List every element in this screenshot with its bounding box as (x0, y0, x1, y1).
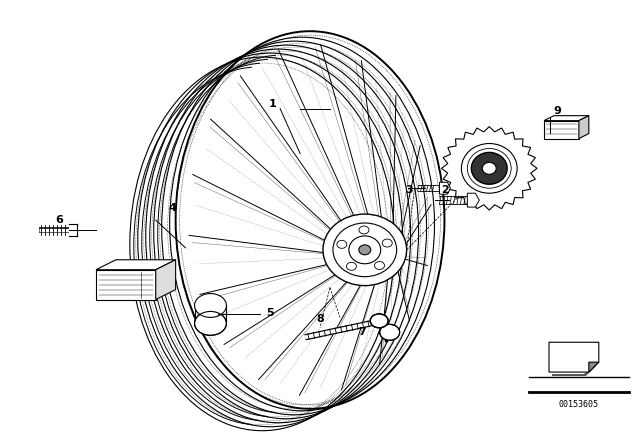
Text: 9: 9 (553, 106, 561, 116)
Polygon shape (96, 270, 156, 300)
Text: 6: 6 (55, 215, 63, 225)
Polygon shape (467, 193, 479, 207)
Polygon shape (544, 116, 589, 121)
Ellipse shape (380, 324, 399, 340)
Text: 4: 4 (169, 203, 177, 213)
Ellipse shape (483, 162, 496, 174)
Polygon shape (442, 127, 537, 210)
Ellipse shape (195, 293, 227, 318)
Ellipse shape (471, 152, 507, 184)
Polygon shape (544, 121, 579, 138)
Polygon shape (96, 260, 175, 270)
Text: 3: 3 (406, 185, 413, 195)
Polygon shape (552, 366, 596, 376)
Text: 5: 5 (266, 308, 274, 319)
Ellipse shape (461, 143, 517, 193)
Ellipse shape (371, 314, 388, 328)
Polygon shape (549, 342, 599, 372)
Text: 1: 1 (268, 99, 276, 109)
Text: 00153605: 00153605 (559, 401, 599, 409)
Text: 8: 8 (316, 314, 324, 324)
Text: 2: 2 (442, 185, 449, 195)
Polygon shape (579, 116, 589, 138)
Polygon shape (440, 182, 451, 194)
Ellipse shape (359, 245, 371, 255)
Ellipse shape (323, 214, 406, 286)
Polygon shape (156, 260, 175, 300)
Ellipse shape (195, 311, 227, 335)
Polygon shape (589, 362, 599, 372)
Text: 7: 7 (358, 327, 365, 337)
